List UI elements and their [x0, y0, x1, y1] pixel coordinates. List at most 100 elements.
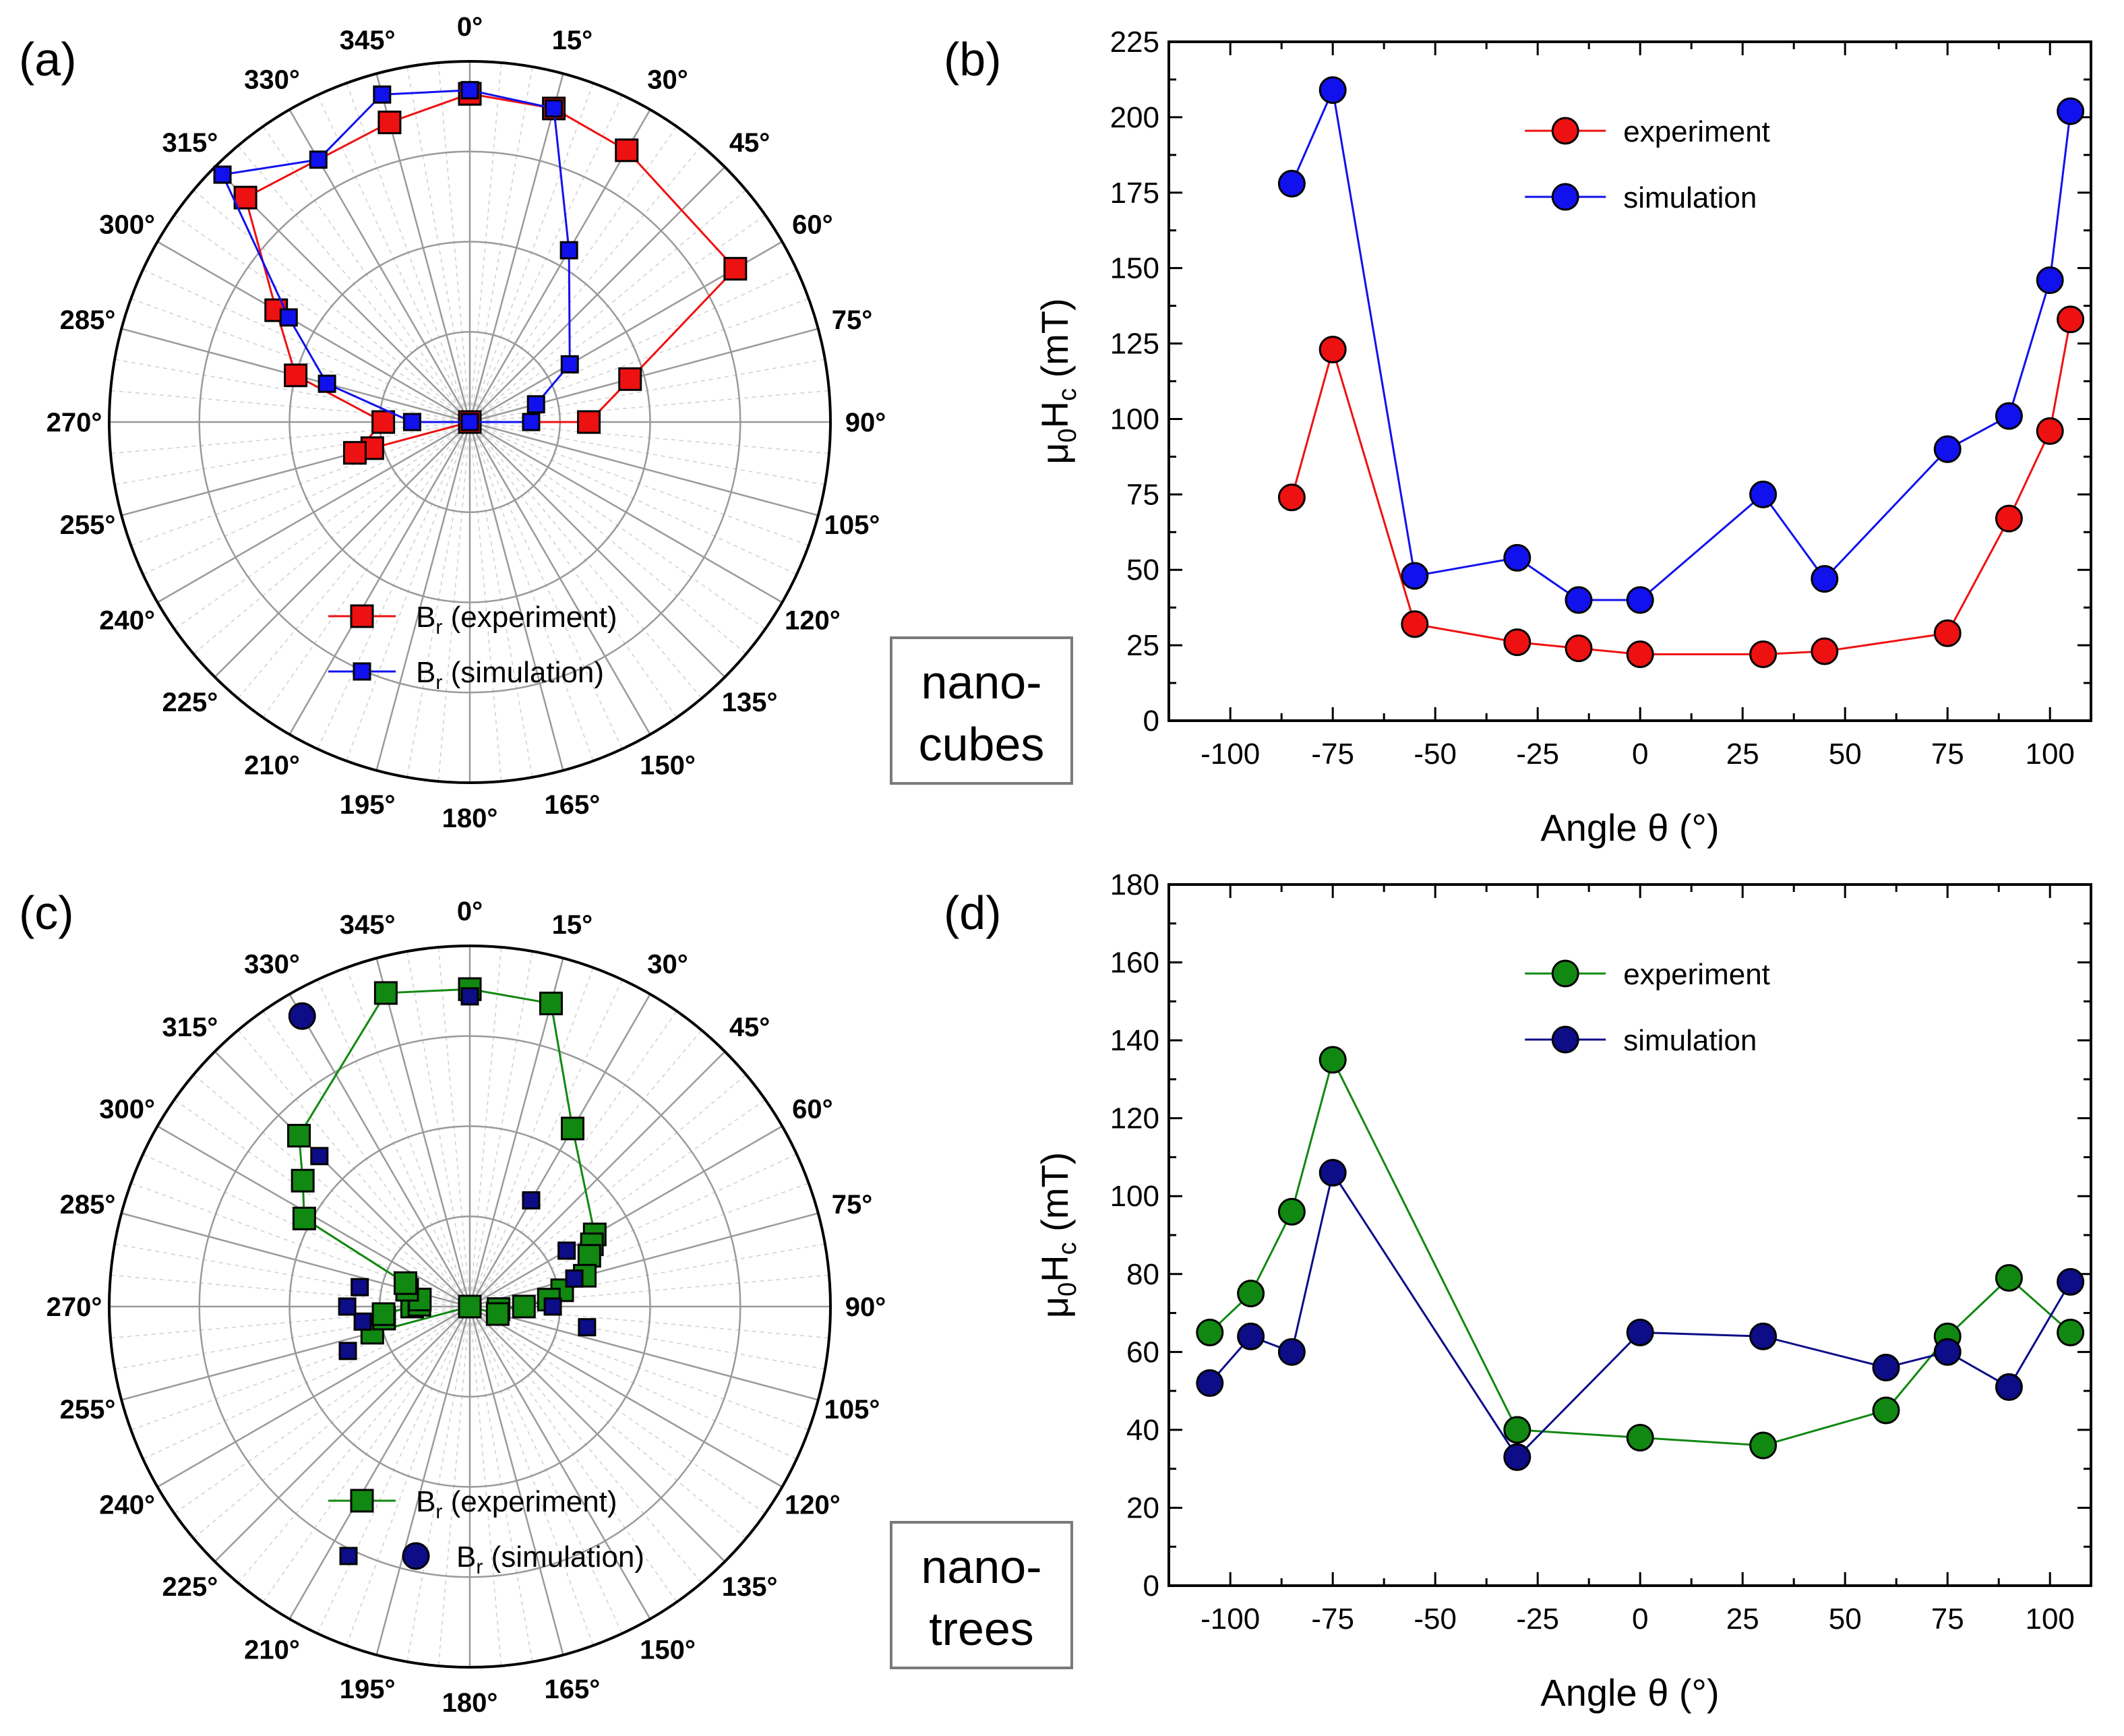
angle-tick-label: 255°	[60, 1395, 116, 1425]
angle-tick-label: 120°	[785, 1491, 841, 1520]
legend-marker	[339, 1547, 358, 1565]
y-tick-label: 60	[1126, 1336, 1159, 1369]
data-point	[1277, 169, 1306, 198]
data-point	[402, 413, 421, 431]
y-tick-label: 175	[1110, 177, 1159, 210]
legend-label: Br (simulation)	[416, 656, 604, 694]
y-axis-title: μ0Hc (mT)	[1033, 1152, 1082, 1319]
data-point	[1277, 1338, 1306, 1366]
side-label-line1: nano-	[921, 656, 1041, 709]
side-label-box-trees: nano- trees	[890, 1521, 1073, 1669]
polar-ring	[289, 241, 651, 603]
x-tick-label: 0	[1632, 1603, 1648, 1636]
data-point	[577, 1244, 601, 1268]
data-point	[233, 185, 257, 210]
data-point	[1503, 1416, 1531, 1444]
legend-label: experiment	[1623, 115, 1770, 148]
polar-ring	[289, 1125, 651, 1488]
data-point	[615, 138, 639, 162]
data-point	[371, 410, 396, 434]
x-tick-label: 50	[1829, 1603, 1862, 1636]
data-point	[1749, 480, 1778, 508]
data-point	[1626, 1423, 1654, 1451]
polar-chart-a: 0° 15° 30° 45° 60° 75° 90° 105° 120° 135° 150° 165°…	[47, 12, 886, 833]
data-point	[565, 1269, 584, 1288]
y-tick-label: 40	[1126, 1414, 1159, 1447]
data-point	[485, 1302, 510, 1326]
angle-tick-label: 240°	[99, 606, 155, 636]
data-point	[543, 1297, 562, 1316]
legend-marker	[1551, 117, 1579, 145]
data-point	[317, 374, 336, 393]
angle-tick-label: 105°	[824, 1395, 880, 1425]
x-tick-label: -50	[1414, 738, 1457, 771]
y-tick-label: 120	[1110, 1102, 1159, 1135]
y-tick-label: 75	[1126, 478, 1159, 511]
polar-chart-c: 0° 15° 30° 45° 60° 75° 90° 105° 120° 135° 150° 165°…	[47, 897, 886, 1718]
data-point	[2057, 305, 2085, 334]
panel-label-b: (b)	[944, 33, 1002, 86]
panel-label-a: (a)	[19, 33, 77, 86]
angle-tick-label: 315°	[162, 128, 218, 158]
data-point	[2057, 97, 2085, 125]
x-axis-title: Angle θ (°)	[1540, 1671, 1719, 1714]
data-point	[1237, 1322, 1265, 1350]
polar-outer-circle	[108, 945, 832, 1669]
data-point	[1318, 336, 1347, 364]
y-tick-label: 225	[1110, 26, 1159, 59]
x-tick-label: 25	[1726, 1603, 1759, 1636]
angle-tick-label: 150°	[640, 750, 696, 780]
side-label-box-cubes: nano- cubes	[890, 636, 1073, 785]
data-point	[1749, 1431, 1778, 1460]
data-point	[1933, 1338, 1962, 1366]
data-point	[723, 257, 748, 281]
angle-tick-label: 90°	[845, 408, 886, 438]
panel-label-d: (d)	[944, 887, 1002, 939]
angle-tick-label: 345°	[340, 26, 396, 55]
x-tick-label: 0	[1632, 738, 1648, 771]
y-tick-label: 100	[1110, 1180, 1159, 1213]
data-point	[1401, 610, 1429, 638]
angle-tick-label: 30°	[647, 950, 688, 980]
legend-label: experiment	[1623, 958, 1770, 991]
angle-tick-label: 135°	[722, 688, 778, 717]
data-point	[291, 1168, 315, 1193]
x-tick-label: 100	[2025, 738, 2074, 771]
angle-tick-label: 210°	[244, 1635, 300, 1665]
angle-tick-label: 345°	[340, 910, 396, 940]
side-label-line2: trees	[929, 1603, 1034, 1655]
data-point	[1565, 586, 1593, 614]
angle-tick-label: 45°	[729, 1013, 770, 1042]
data-point	[213, 165, 232, 184]
angle-tick-label: 105°	[824, 510, 880, 540]
data-point	[1565, 634, 1593, 663]
data-point	[512, 1294, 536, 1319]
data-point	[310, 1147, 329, 1166]
data-point	[373, 981, 398, 1005]
angle-tick-label: 0°	[457, 897, 483, 926]
angle-tick-label: 300°	[99, 210, 155, 240]
angle-tick-label: 225°	[162, 1572, 218, 1602]
legend-label: Br (simulation)	[456, 1540, 644, 1578]
angle-tick-label: 60°	[792, 1095, 833, 1125]
angle-tick-label: 165°	[545, 790, 601, 820]
side-label-frame	[890, 636, 1073, 785]
data-point	[1503, 543, 1531, 572]
angle-tick-label: 195°	[340, 790, 396, 820]
angle-tick-label: 45°	[729, 128, 770, 158]
angle-tick-label: 195°	[340, 1675, 396, 1704]
side-label-line2: cubes	[919, 718, 1045, 771]
y-tick-label: 180	[1110, 868, 1159, 901]
y-tick-label: 140	[1110, 1024, 1159, 1057]
data-point	[559, 241, 578, 260]
side-label-frame	[890, 1521, 1073, 1669]
data-point	[2036, 417, 2064, 445]
data-point	[338, 1297, 357, 1316]
data-point	[373, 85, 392, 104]
series-line	[1290, 319, 2072, 656]
data-point	[284, 363, 308, 388]
legend-marker	[1551, 183, 1579, 211]
data-point	[1196, 1318, 1224, 1346]
data-point	[560, 1116, 584, 1141]
x-tick-label: 25	[1726, 738, 1759, 771]
